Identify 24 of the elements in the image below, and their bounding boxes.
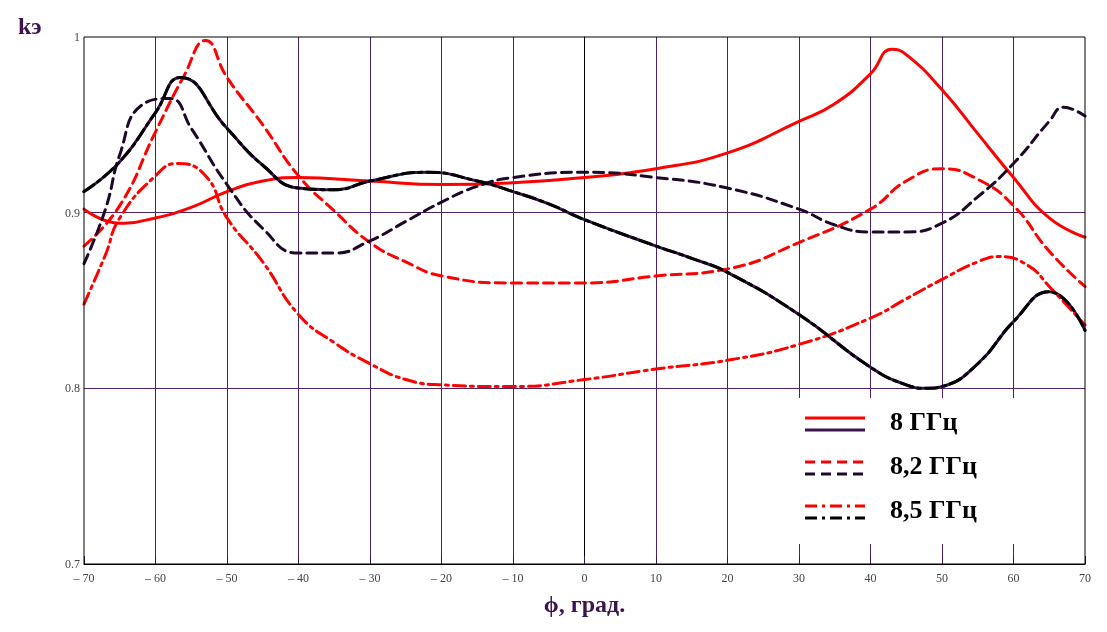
- x-tick-label: 10: [650, 571, 662, 585]
- x-tick-label: 0: [581, 571, 588, 585]
- y-axis-title: kэ: [18, 13, 42, 39]
- x-tick-label: 20: [721, 571, 734, 585]
- legend-label: 8 ГГц: [890, 406, 958, 436]
- x-tick-label: – 20: [430, 571, 452, 585]
- x-tick-label: – 60: [144, 571, 166, 585]
- legend-label: 8,5 ГГц: [890, 494, 978, 524]
- x-tick-label: 70: [1079, 571, 1091, 585]
- x-tick-label: – 40: [287, 571, 309, 585]
- x-tick-label: – 70: [72, 571, 95, 585]
- legend-label: 8,2 ГГц: [890, 450, 978, 480]
- x-tick-label: 40: [864, 571, 877, 585]
- x-tick-label: 50: [936, 571, 948, 585]
- x-tick-label: – 10: [501, 571, 524, 585]
- x-axis-title: ϕ, град.: [543, 591, 626, 617]
- y-tick-label: 0.9: [65, 205, 80, 220]
- x-tick-label: 60: [1007, 571, 1020, 585]
- y-tick-label: 0.7: [65, 557, 80, 571]
- y-tick-label: 0.8: [65, 381, 80, 396]
- x-tick-label: – 50: [215, 571, 238, 585]
- x-tick-label: – 30: [358, 571, 381, 585]
- y-tick-label: 1: [74, 30, 80, 44]
- x-tick-label: 30: [793, 571, 805, 585]
